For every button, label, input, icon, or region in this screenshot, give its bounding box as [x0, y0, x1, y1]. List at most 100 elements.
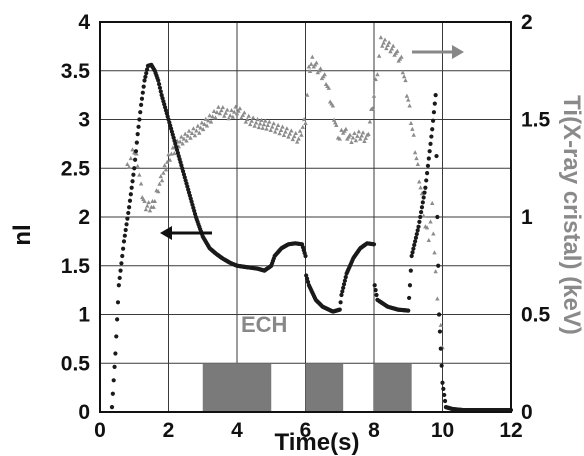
ti-point: [403, 78, 408, 83]
nl-point: [407, 295, 412, 301]
ti-point: [406, 97, 411, 102]
ti-point: [264, 126, 269, 131]
ti-point: [349, 139, 354, 144]
ti-point: [237, 106, 243, 111]
ti-point: [185, 133, 190, 138]
ti-point: [281, 132, 287, 137]
ti-point: [270, 124, 275, 129]
nl-point: [304, 276, 310, 281]
nl-point: [109, 405, 115, 410]
ti-point: [242, 110, 247, 115]
ti-point: [296, 136, 301, 141]
nl-point: [410, 250, 415, 255]
ti-point: [135, 163, 140, 168]
ti-point: [202, 121, 207, 126]
ti-point: [208, 119, 214, 124]
nl-point: [122, 233, 127, 238]
ti-point: [343, 126, 349, 131]
ti-point: [310, 54, 315, 59]
nl-point: [123, 227, 128, 233]
ech-pulse: [202, 363, 272, 412]
ti-point: [400, 70, 405, 75]
nl-point: [133, 149, 139, 154]
ti-point: [200, 126, 206, 132]
nl-point: [142, 78, 147, 83]
ti-point: [223, 110, 228, 115]
nl-point: [412, 242, 417, 248]
ti-point: [207, 113, 212, 118]
ti-point: [358, 136, 363, 141]
ti-point: [303, 120, 308, 125]
ti-point: [128, 156, 134, 161]
nl-point: [341, 282, 347, 287]
nl-point: [127, 198, 133, 203]
nl-point: [305, 279, 311, 285]
ti-point: [138, 181, 144, 186]
ti-point: [246, 113, 251, 118]
ti-point: [197, 130, 202, 135]
ti-point: [294, 139, 300, 144]
ti-point: [211, 108, 217, 114]
ti-point: [156, 189, 161, 194]
ti-point: [261, 122, 267, 127]
ti-point: [417, 179, 422, 184]
ti-point: [252, 123, 257, 128]
ti-point: [232, 109, 237, 114]
ti-point: [188, 135, 193, 140]
ti-point: [438, 322, 443, 327]
nl-point: [433, 93, 438, 98]
ti-point: [226, 116, 231, 121]
nl-point: [371, 242, 377, 247]
ti-point: [267, 119, 272, 124]
ti-point: [180, 141, 185, 146]
ti-point: [388, 49, 393, 54]
ti-point: [265, 122, 271, 127]
nl-point: [415, 228, 420, 233]
nl-point: [441, 386, 446, 391]
nl-point: [423, 185, 428, 190]
nl-point: [436, 312, 442, 317]
x-tick-label: 10: [431, 419, 454, 442]
ti-point: [191, 126, 196, 131]
nl-point: [119, 261, 124, 266]
nl-point: [406, 308, 411, 313]
ti-point: [399, 54, 404, 59]
ti-point: [147, 208, 153, 213]
nl-point: [139, 102, 144, 107]
nl-point: [156, 78, 161, 83]
nl-point: [136, 124, 141, 129]
nl-point: [117, 275, 122, 281]
nl-point: [416, 224, 421, 229]
nl-point: [143, 74, 148, 79]
ti-point: [355, 133, 360, 138]
nl-point: [130, 179, 135, 184]
nl-point: [424, 178, 429, 183]
nl-point: [431, 110, 437, 115]
ti-point: [199, 120, 205, 125]
ti-point: [272, 129, 278, 134]
nl-point: [442, 398, 448, 404]
ti-point: [307, 68, 313, 73]
ti-point: [161, 170, 166, 175]
nl-point: [419, 205, 425, 210]
nl-point: [374, 292, 379, 298]
ti-point: [253, 120, 259, 125]
nl-point: [424, 171, 430, 176]
nl-point: [113, 351, 118, 356]
y-tick-label: 2.5: [61, 157, 91, 180]
ti-point: [278, 127, 284, 132]
nl-point: [115, 317, 120, 322]
nl-point: [137, 117, 142, 122]
ti-point: [432, 250, 437, 255]
ti-point: [284, 126, 290, 131]
ti-point: [435, 296, 440, 301]
ti-point: [412, 150, 418, 155]
nl-point: [157, 85, 163, 90]
ti-point: [152, 198, 157, 203]
ti-point: [222, 113, 227, 118]
ti-point: [305, 92, 310, 97]
ti-point: [274, 126, 279, 131]
nl-point: [408, 268, 413, 273]
ti-point: [126, 164, 132, 169]
